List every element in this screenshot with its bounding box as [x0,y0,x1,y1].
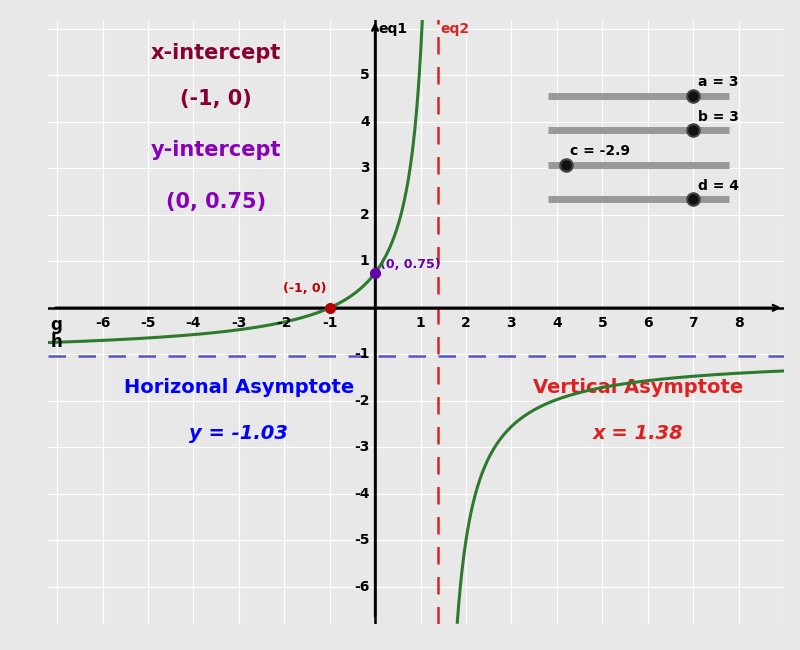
Text: 1: 1 [416,316,426,330]
Text: -4: -4 [186,316,201,330]
Text: h: h [50,333,62,351]
Text: -1: -1 [322,316,338,330]
Text: 6: 6 [643,316,653,330]
Text: x = 1.38: x = 1.38 [594,424,684,443]
Text: -2: -2 [277,316,292,330]
Text: (0, 0.75): (0, 0.75) [166,192,266,211]
Text: a = 3: a = 3 [698,75,738,89]
Text: -5: -5 [354,533,370,547]
Text: 4: 4 [552,316,562,330]
Text: g: g [50,316,62,334]
Text: 4: 4 [360,115,370,129]
Text: y-intercept: y-intercept [151,140,282,161]
Text: (-1, 0): (-1, 0) [282,282,326,295]
Text: 5: 5 [360,68,370,83]
Text: 3: 3 [360,161,370,176]
Text: (-1, 0): (-1, 0) [180,89,252,109]
Text: -3: -3 [231,316,246,330]
Text: -6: -6 [95,316,110,330]
Text: 2: 2 [461,316,471,330]
Text: -1: -1 [354,347,370,361]
Text: d = 4: d = 4 [698,179,738,193]
Text: -6: -6 [354,580,370,594]
Text: 8: 8 [734,316,743,330]
Text: -2: -2 [354,394,370,408]
Text: eq1: eq1 [378,22,408,36]
Text: c = -2.9: c = -2.9 [570,144,630,158]
Text: b = 3: b = 3 [698,110,738,124]
Text: eq2: eq2 [440,22,469,36]
Text: 7: 7 [688,316,698,330]
Text: -3: -3 [354,440,370,454]
Text: x-intercept: x-intercept [151,43,282,63]
Text: Vertical Asymptote: Vertical Asymptote [534,378,744,396]
Text: -5: -5 [140,316,156,330]
Text: 1: 1 [360,254,370,268]
Text: y = -1.03: y = -1.03 [190,424,288,443]
Text: 5: 5 [598,316,607,330]
Text: -4: -4 [354,487,370,501]
Text: 2: 2 [360,208,370,222]
Text: 3: 3 [506,316,516,330]
Text: Horizonal Asymptote: Horizonal Asymptote [124,378,354,396]
Text: (0, 0.75): (0, 0.75) [380,257,440,270]
